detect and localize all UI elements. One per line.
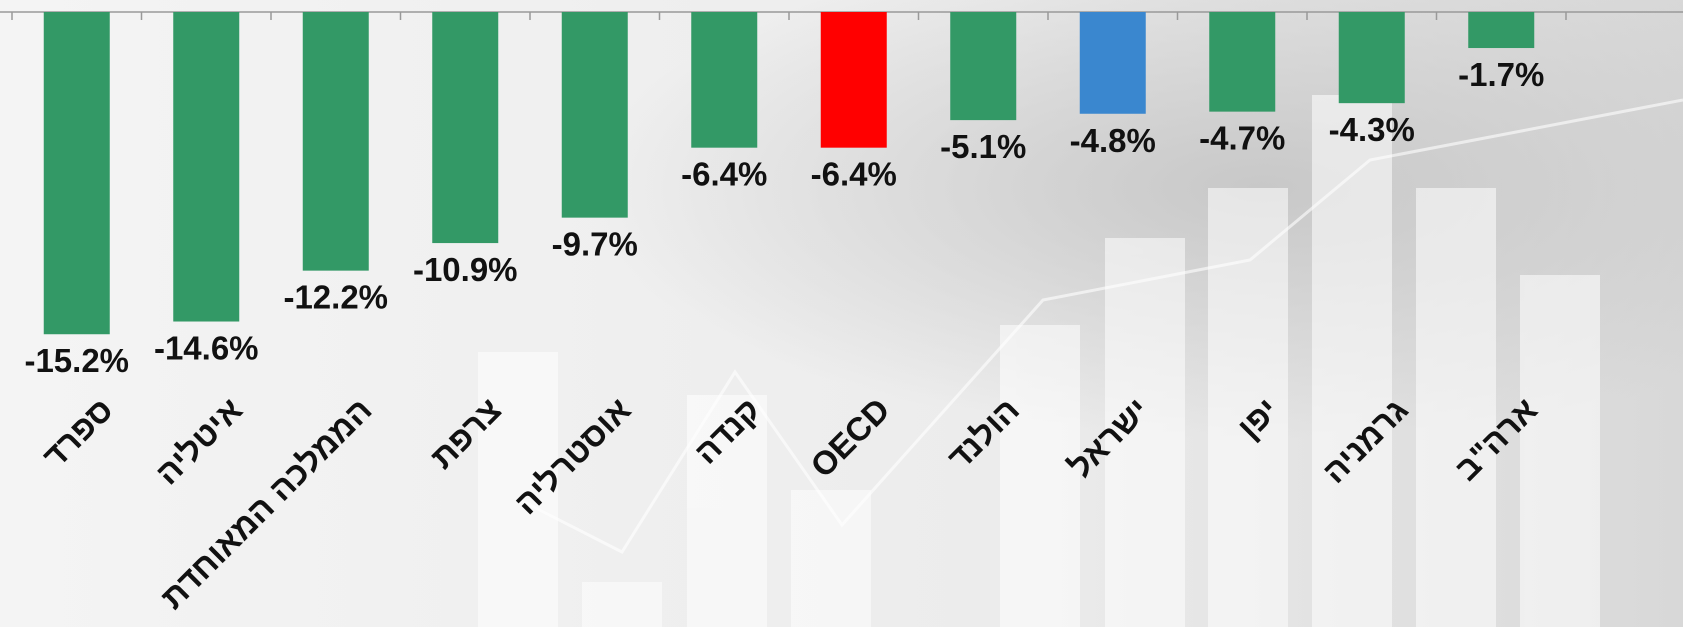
value-label: -9.7% [552,226,638,263]
value-label: -14.6% [154,330,259,367]
bar [1079,12,1146,114]
bar [820,12,887,148]
value-label: -6.4% [681,156,767,193]
bar [173,12,240,322]
bar [1468,12,1535,49]
background-line [519,98,1683,554]
value-label: -15.2% [24,342,129,379]
bar [302,12,369,271]
bar [950,12,1017,121]
bar [691,12,758,148]
value-label: -1.7% [1458,56,1544,93]
bar [1209,12,1276,112]
bar [561,12,628,218]
value-label: -10.9% [413,251,518,288]
bar [1338,12,1405,104]
bar [43,12,110,335]
value-label: -5.1% [940,128,1026,165]
background-decoration [478,95,1600,627]
value-label: -6.4% [811,156,897,193]
value-label: -4.3% [1329,111,1415,148]
bar [432,12,499,244]
value-label: -12.2% [283,279,388,316]
value-label: -4.8% [1070,122,1156,159]
value-label: -4.7% [1199,120,1285,157]
